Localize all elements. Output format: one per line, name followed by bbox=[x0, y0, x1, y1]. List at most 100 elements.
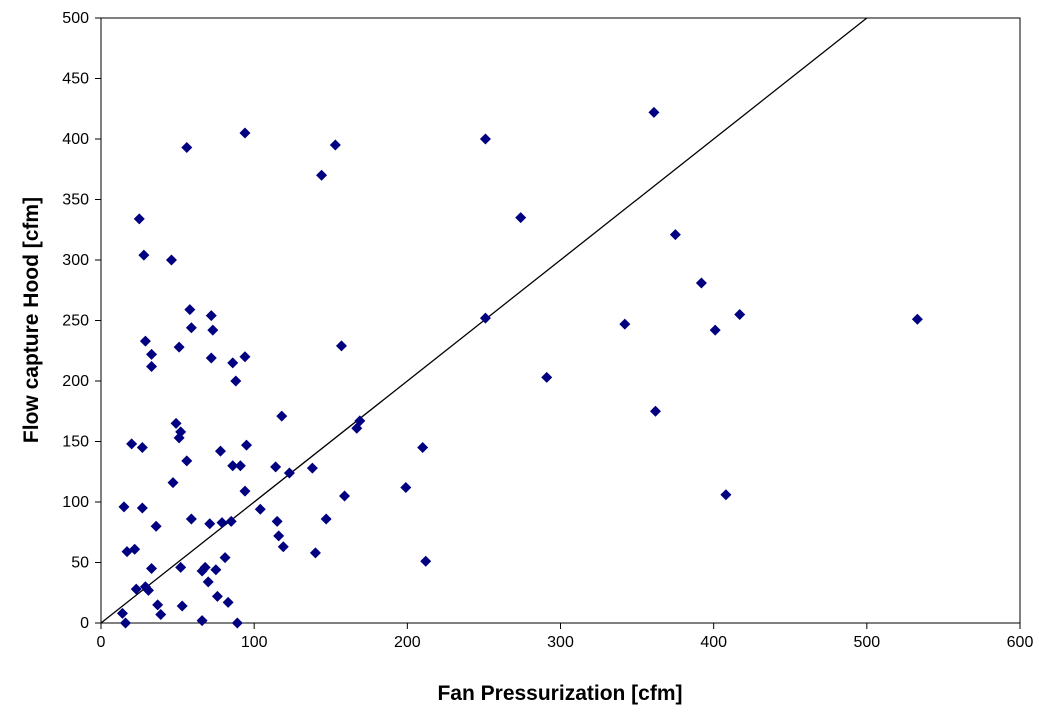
data-point bbox=[335, 340, 347, 352]
data-point bbox=[270, 461, 282, 473]
data-point bbox=[155, 609, 167, 621]
data-point bbox=[181, 141, 193, 153]
data-point bbox=[152, 599, 164, 611]
x-tick-label: 500 bbox=[853, 634, 880, 651]
data-point bbox=[196, 615, 208, 627]
data-point bbox=[309, 547, 321, 559]
data-point bbox=[175, 561, 187, 573]
data-point bbox=[205, 352, 217, 364]
data-point bbox=[254, 503, 266, 515]
data-point bbox=[184, 304, 196, 316]
data-point bbox=[648, 106, 660, 118]
y-axis-title: Flow capture Hood [cfm] bbox=[20, 197, 43, 443]
data-point bbox=[214, 445, 226, 457]
data-point bbox=[227, 460, 239, 472]
x-tick-label: 100 bbox=[241, 634, 268, 651]
data-point bbox=[204, 518, 216, 530]
data-point bbox=[207, 324, 219, 336]
y-tick-label: 500 bbox=[62, 10, 89, 27]
data-point bbox=[126, 438, 138, 450]
data-point bbox=[339, 490, 351, 502]
y-tick-label: 50 bbox=[71, 555, 89, 572]
data-point bbox=[138, 249, 150, 261]
data-point bbox=[734, 308, 746, 320]
data-point bbox=[185, 513, 197, 525]
x-axis-title: Fan Pressurization [cfm] bbox=[437, 682, 682, 705]
y-tick-label: 100 bbox=[62, 494, 89, 511]
data-point bbox=[167, 477, 179, 489]
data-point bbox=[216, 517, 228, 529]
x-axis-ticks: 0 100 200 300 400 500 600 bbox=[97, 623, 1034, 651]
data-point bbox=[210, 564, 222, 576]
data-point bbox=[185, 322, 197, 334]
data-point bbox=[911, 313, 923, 325]
y-tick-label: 150 bbox=[62, 434, 89, 451]
data-point bbox=[199, 561, 211, 573]
y-tick-label: 400 bbox=[62, 131, 89, 148]
data-point bbox=[136, 442, 148, 454]
data-point bbox=[230, 375, 242, 387]
data-point bbox=[136, 502, 148, 514]
data-point bbox=[170, 417, 182, 429]
data-point bbox=[541, 371, 553, 383]
data-point bbox=[515, 212, 527, 224]
data-point bbox=[173, 341, 185, 353]
data-point bbox=[175, 426, 187, 438]
data-point bbox=[234, 460, 246, 472]
data-point bbox=[130, 583, 142, 595]
x-tick-label: 400 bbox=[700, 634, 727, 651]
data-point bbox=[146, 348, 158, 360]
data-point bbox=[133, 213, 145, 225]
data-point bbox=[231, 617, 243, 629]
data-point bbox=[239, 351, 251, 363]
data-point bbox=[181, 455, 193, 467]
data-point bbox=[420, 555, 432, 567]
data-point bbox=[211, 590, 223, 602]
data-points bbox=[116, 106, 923, 629]
data-point bbox=[146, 360, 158, 372]
data-point bbox=[329, 139, 341, 151]
data-point bbox=[142, 584, 154, 596]
y-axis-ticks: 0 50 100 150 200 250 300 350 400 450 500 bbox=[62, 10, 101, 632]
data-point bbox=[354, 415, 366, 427]
data-point bbox=[649, 405, 661, 417]
data-point bbox=[273, 530, 285, 542]
data-point bbox=[225, 515, 237, 527]
data-point bbox=[176, 600, 188, 612]
x-tick-label: 600 bbox=[1007, 634, 1034, 651]
data-point bbox=[271, 515, 283, 527]
data-point bbox=[120, 617, 132, 629]
y-tick-label: 200 bbox=[62, 373, 89, 390]
data-point bbox=[277, 541, 289, 553]
data-point bbox=[239, 485, 251, 497]
data-point bbox=[129, 543, 141, 555]
data-point bbox=[139, 335, 151, 347]
x-tick-label: 300 bbox=[547, 634, 574, 651]
data-point bbox=[709, 324, 721, 336]
data-point bbox=[619, 318, 631, 330]
data-point bbox=[202, 576, 214, 588]
data-point bbox=[320, 513, 332, 525]
data-point bbox=[227, 357, 239, 369]
data-point bbox=[116, 607, 128, 619]
data-point bbox=[400, 481, 412, 493]
data-point bbox=[222, 596, 234, 608]
x-tick-label: 200 bbox=[394, 634, 421, 651]
data-point bbox=[150, 520, 162, 532]
data-point bbox=[695, 277, 707, 289]
data-point bbox=[306, 462, 318, 474]
data-point bbox=[276, 410, 288, 422]
data-point bbox=[219, 552, 231, 564]
data-point bbox=[241, 439, 253, 451]
plot-area bbox=[100, 17, 1021, 624]
data-point bbox=[118, 501, 130, 513]
data-point bbox=[417, 442, 429, 454]
data-point bbox=[283, 467, 295, 479]
data-point bbox=[165, 254, 177, 266]
y-tick-label: 300 bbox=[62, 252, 89, 269]
data-point bbox=[720, 489, 732, 501]
data-point bbox=[479, 133, 491, 145]
y-tick-label: 250 bbox=[62, 313, 89, 330]
data-point bbox=[146, 563, 158, 575]
